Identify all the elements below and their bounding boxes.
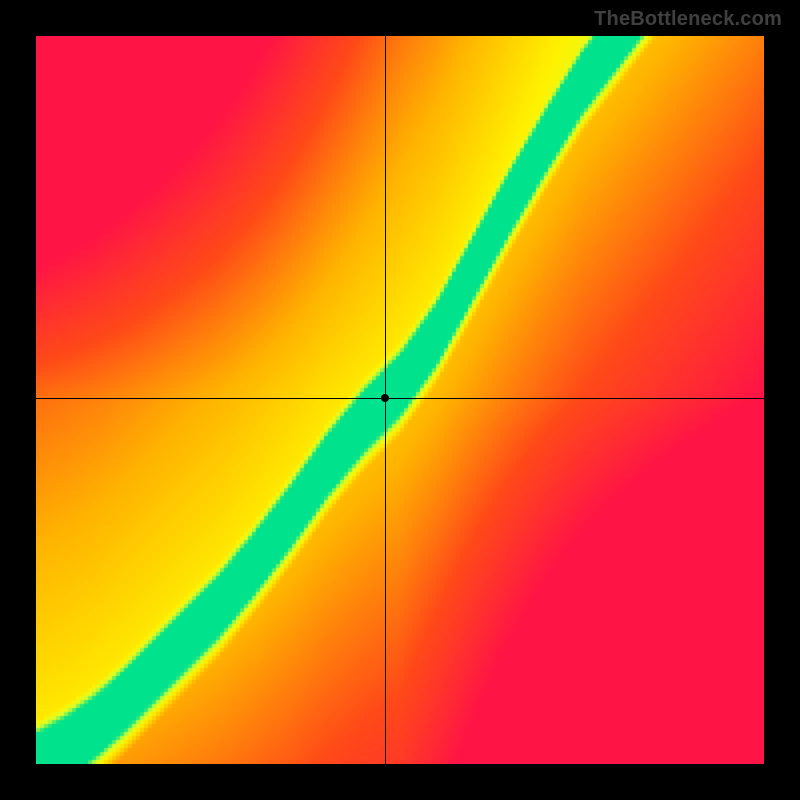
heatmap-plot <box>36 36 764 764</box>
watermark-text: TheBottleneck.com <box>594 8 782 31</box>
marker-dot <box>381 394 389 402</box>
crosshair-horizontal <box>36 398 764 399</box>
heatmap-canvas <box>36 36 764 764</box>
